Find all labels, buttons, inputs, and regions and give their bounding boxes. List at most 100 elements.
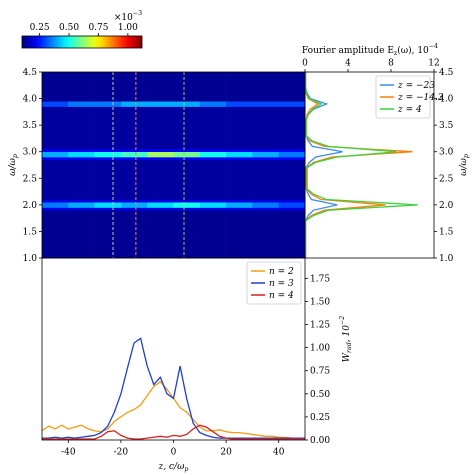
heatmap-cell xyxy=(278,207,306,211)
colorbar-label: ×10−3 xyxy=(114,10,142,23)
legend-label: z = −14.3 xyxy=(397,93,444,103)
heatmap-cell xyxy=(68,157,95,160)
heatmap-cell xyxy=(226,101,253,107)
heatmap-cell xyxy=(147,210,174,259)
heatmap-cell xyxy=(173,151,201,158)
heatmap-cell xyxy=(226,159,253,200)
heatmap-cell xyxy=(147,106,174,150)
y-tick-label: 0.25 xyxy=(310,412,330,422)
heatmap-cell xyxy=(252,199,279,203)
heatmap-cell xyxy=(199,106,227,150)
heatmap-cell xyxy=(278,210,306,259)
heatmap-cell xyxy=(42,210,69,259)
legend-box xyxy=(375,75,431,119)
heatmap-cell xyxy=(94,199,122,203)
heatmap-cell xyxy=(147,151,174,158)
colorbar-tick-label: 0.75 xyxy=(88,23,108,33)
heatmap-cell xyxy=(68,199,95,203)
legend-label: z = −23 xyxy=(397,81,435,91)
heatmap-cell xyxy=(94,106,122,150)
heatmap-cell xyxy=(68,159,95,200)
x-tick-label: 0 xyxy=(171,448,177,458)
heatmap-cell xyxy=(68,149,95,153)
heatmap-cell xyxy=(278,202,306,208)
x-axis-label: z, c/ωp xyxy=(158,462,189,474)
heatmap-cell xyxy=(173,101,201,107)
heatmap-cell xyxy=(147,72,174,102)
heatmap-cell xyxy=(42,151,69,158)
y-tick-label: 2.0 xyxy=(439,200,454,210)
y-tick-label: 1.50 xyxy=(310,297,330,307)
heatmap-cell xyxy=(42,157,69,160)
legend-label: z = 4 xyxy=(397,105,422,115)
heatmap-cell xyxy=(147,101,174,107)
heatmap-cell xyxy=(199,72,227,102)
y-tick-label: 0.50 xyxy=(310,389,330,399)
heatmap-cell xyxy=(252,106,279,150)
heatmap-cell xyxy=(42,159,69,200)
heatmap-cell xyxy=(68,101,95,107)
heatmap-cell xyxy=(226,72,253,102)
heatmap-cell xyxy=(42,149,69,153)
y-tick-label: 4.0 xyxy=(23,94,38,104)
heatmap-cell xyxy=(199,199,227,203)
heatmap-cell xyxy=(147,199,174,203)
heatmap-cell xyxy=(173,106,201,150)
heatmap-cell xyxy=(173,149,201,153)
heatmap-cell xyxy=(199,210,227,259)
heatmap-cell xyxy=(199,101,227,107)
heatmap-cell xyxy=(94,157,122,160)
y-tick-label: 2.0 xyxy=(23,200,38,210)
heatmap-cell xyxy=(120,202,148,208)
heatmap-cell xyxy=(226,149,253,153)
heatmap-cell xyxy=(42,101,69,107)
heatmap-cell xyxy=(173,159,201,200)
y-tick-label: 4.5 xyxy=(439,68,454,78)
heatmap-cell xyxy=(68,72,95,102)
heatmap-cell xyxy=(173,199,201,203)
heatmap-cell xyxy=(42,199,69,203)
colorbar-tick-label: 0.25 xyxy=(30,23,50,33)
heatmap-cell xyxy=(173,210,201,259)
colorbar-tick-label: 0.50 xyxy=(59,23,79,33)
y-tick-label: 0.75 xyxy=(310,366,330,376)
heatmap-cell xyxy=(278,151,306,158)
y-tick-label: 2.5 xyxy=(23,174,38,184)
heatmap-cell xyxy=(252,159,279,200)
data-line xyxy=(304,72,418,258)
heatmap-cell xyxy=(42,207,69,211)
heatmap-cell xyxy=(252,101,279,107)
heatmap-cell xyxy=(42,72,69,102)
heatmap-cell xyxy=(42,106,69,150)
y-tick-label: 3.0 xyxy=(439,147,454,157)
y-tick-label: 1.00 xyxy=(310,343,330,353)
heatmap-cell xyxy=(68,202,95,208)
heatmap-cell xyxy=(94,151,122,158)
heatmap-cell xyxy=(147,149,174,153)
heatmap-cell xyxy=(120,159,148,200)
heatmap-cell xyxy=(94,72,122,102)
heatmap-cell xyxy=(68,210,95,259)
heatmap-cell xyxy=(252,72,279,102)
heatmap-cell xyxy=(278,149,306,153)
heatmap-cell xyxy=(68,151,95,158)
y-axis-label: ω/ωp xyxy=(8,154,20,176)
y-tick-label: 4.0 xyxy=(439,94,454,104)
x-tick-label: 8 xyxy=(388,59,394,69)
y-tick-label: 1.5 xyxy=(439,227,454,237)
heatmap-cell xyxy=(278,106,306,150)
heatmap-cell xyxy=(147,202,174,208)
legend-label: n = 3 xyxy=(269,279,294,289)
colorbar-tick-label: 1.00 xyxy=(118,23,138,33)
heatmap-cell xyxy=(120,101,148,107)
heatmap-cell xyxy=(94,101,122,107)
heatmap-cell xyxy=(42,202,69,208)
heatmap-cell xyxy=(120,106,148,150)
heatmap-cell xyxy=(226,207,253,211)
y-tick-label: 0.00 xyxy=(310,436,330,446)
heatmap-cell xyxy=(278,199,306,203)
y-tick-label: 1.25 xyxy=(310,320,330,330)
heatmap-cell xyxy=(94,210,122,259)
x-tick-label: 12 xyxy=(428,59,439,69)
y-tick-label: 3.0 xyxy=(23,147,38,157)
